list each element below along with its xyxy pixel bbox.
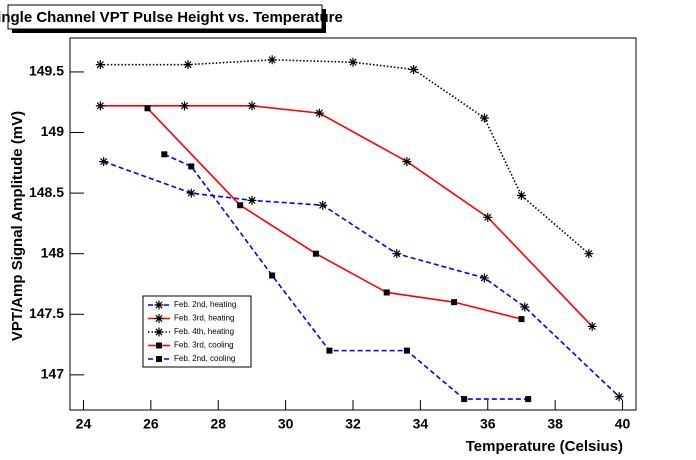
marker: [312, 250, 319, 257]
marker: [247, 195, 257, 205]
y-tick-label: 147.5: [29, 305, 64, 321]
marker: [409, 65, 419, 75]
marker: [95, 101, 105, 111]
y-tick-label: 149: [41, 123, 65, 139]
chart-title: Single Channel VPT Pulse Height vs. Temp…: [0, 9, 343, 26]
marker: [479, 273, 489, 283]
y-tick-label: 147: [41, 366, 65, 382]
marker: [451, 299, 458, 306]
marker: [520, 302, 530, 312]
marker: [314, 108, 324, 118]
legend-label: Feb. 2nd, cooling: [174, 354, 235, 363]
marker: [518, 316, 525, 323]
legend-label: Feb. 4th, heating: [174, 327, 234, 336]
x-tick-label: 34: [413, 416, 429, 432]
marker: [318, 200, 328, 210]
x-tick-label: 32: [345, 416, 361, 432]
marker: [402, 157, 412, 167]
y-tick-label: 148: [41, 244, 65, 260]
marker: [516, 191, 526, 201]
y-tick-label: 149.5: [29, 63, 64, 79]
marker: [161, 151, 168, 158]
marker: [614, 392, 624, 402]
marker: [154, 314, 164, 323]
marker: [188, 163, 195, 170]
marker: [403, 347, 410, 354]
marker: [180, 101, 190, 111]
marker: [154, 327, 164, 337]
marker: [247, 101, 257, 111]
marker: [99, 157, 109, 167]
x-tick-label: 26: [143, 416, 159, 432]
series-line: [100, 59, 590, 255]
x-tick-label: 36: [480, 416, 496, 432]
marker: [154, 300, 164, 310]
marker: [461, 396, 468, 403]
legend-label: Feb. 3rd, heating: [174, 314, 234, 323]
marker: [237, 202, 244, 209]
marker: [525, 396, 532, 403]
marker: [587, 321, 597, 331]
y-axis-title: VPT/Amp Signal Amplitude (mV): [9, 111, 26, 341]
legend-label: Feb. 2nd, heating: [174, 300, 236, 309]
marker: [584, 249, 594, 259]
series-line: [146, 107, 522, 320]
x-axis-title: Temperature (Celsius): [466, 438, 623, 455]
x-tick-label: 28: [210, 416, 226, 432]
marker: [479, 113, 489, 123]
y-tick-label: 148.5: [29, 184, 64, 200]
marker: [348, 57, 358, 67]
marker: [144, 105, 151, 112]
x-tick-label: 40: [615, 416, 631, 432]
marker: [156, 356, 162, 362]
legend-label: Feb. 3rd, cooling: [174, 341, 234, 350]
marker: [392, 249, 402, 259]
marker: [269, 272, 276, 279]
marker: [383, 289, 390, 296]
marker: [183, 60, 193, 70]
marker: [95, 60, 105, 70]
marker: [267, 55, 277, 65]
marker: [326, 347, 333, 354]
x-tick-label: 24: [76, 416, 92, 432]
title-box: [7, 4, 323, 30]
marker: [156, 342, 162, 349]
marker: [483, 212, 493, 222]
x-tick-label: 38: [547, 416, 563, 432]
x-tick-label: 30: [278, 416, 294, 432]
series-line: [100, 105, 593, 327]
marker: [186, 188, 196, 198]
